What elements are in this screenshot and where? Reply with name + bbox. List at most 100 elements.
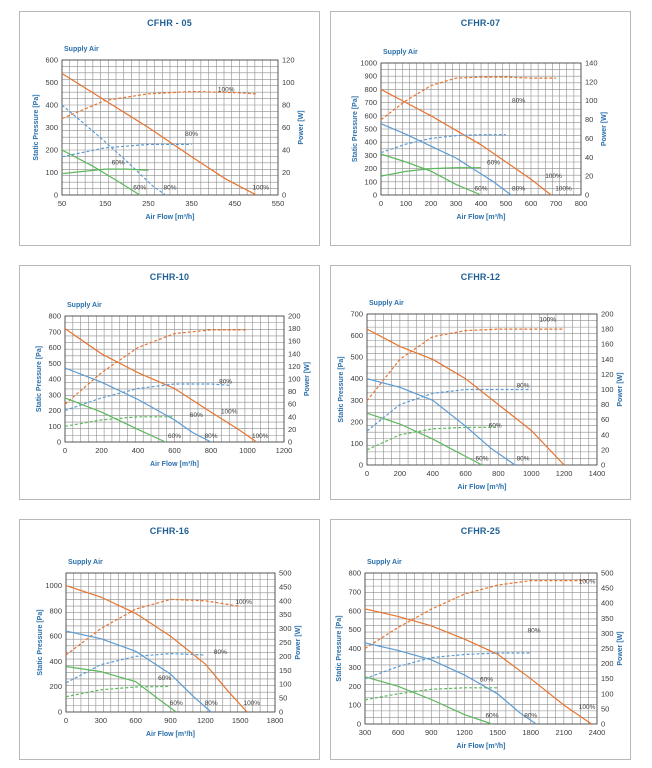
y-tick-label: 300 — [364, 151, 377, 160]
y-tick-label: 700 — [48, 327, 61, 336]
series-line — [380, 88, 552, 196]
y-tick-label: 0 — [373, 191, 377, 200]
y-tick-label: 200 — [348, 682, 361, 691]
y-tick-label: 200 — [364, 164, 377, 173]
series-line — [65, 585, 248, 713]
y2-tick-label: 140 — [601, 355, 614, 364]
x-tick-label: 550 — [272, 199, 285, 208]
series-label: 80% — [517, 456, 530, 463]
chart-panel-cfhr-10: CFHR-10 Supply Air 0 200 400 600 800 1000 1200 0… — [19, 265, 320, 500]
series-label: 80% — [512, 185, 525, 192]
series-line — [65, 685, 171, 698]
x-tick-label: 1200 — [456, 728, 473, 737]
y-tick-label: 100 — [350, 439, 363, 448]
series-line — [61, 72, 257, 196]
y2-axis-label: Power [W] — [601, 112, 608, 146]
y2-tick-label: 180 — [601, 325, 614, 334]
y-tick-label: 100 — [364, 177, 377, 186]
y2-tick-label: 0 — [279, 708, 283, 717]
x-tick-label: 600 — [525, 199, 538, 208]
y2-tick-label: 120 — [585, 77, 598, 86]
chart-subtitle: Supply Air — [68, 559, 103, 566]
x-tick-label: 800 — [492, 469, 505, 478]
x-tick-label: 1500 — [232, 716, 249, 725]
series-label: 100% — [579, 704, 596, 711]
series-label: 80% — [524, 712, 537, 719]
x-tick-label: 350 — [185, 199, 198, 208]
x-tick-label: 600 — [129, 716, 142, 725]
x-tick-label: 200 — [394, 469, 407, 478]
y2-tick-label: 250 — [279, 638, 292, 647]
series-label: 100% — [555, 185, 572, 192]
x-axis-label: Air Flow [m³/h] — [150, 461, 199, 468]
series-line — [64, 383, 230, 412]
y2-tick-label: 200 — [601, 659, 614, 668]
y-tick-label: 400 — [49, 657, 62, 666]
chart-subtitle: Supply Air — [369, 300, 404, 307]
y2-tick-label: 450 — [279, 582, 292, 591]
series-label: 100% — [252, 184, 269, 191]
y2-tick-label: 40 — [585, 153, 593, 162]
y2-tick-label: 150 — [279, 666, 292, 675]
y-tick-label: 200 — [48, 406, 61, 415]
y2-tick-label: 0 — [601, 461, 605, 470]
y-tick-label: 0 — [54, 191, 58, 200]
y-tick-label: 600 — [48, 343, 61, 352]
grid — [64, 315, 285, 443]
x-tick-label: 1200 — [276, 446, 293, 455]
x-tick-label: 800 — [575, 199, 588, 208]
series-label: 80% — [185, 131, 198, 138]
y2-tick-label: 120 — [601, 370, 614, 379]
y-tick-label: 500 — [364, 125, 377, 134]
series-label: 80% — [528, 627, 541, 634]
series-label: 100% — [243, 700, 260, 707]
series-label: 60% — [489, 422, 502, 429]
y2-tick-label: 80 — [601, 400, 609, 409]
x-tick-label: 700 — [550, 199, 563, 208]
series-label: 60% — [170, 700, 183, 707]
y-axis-label: Static Pressure [Pa] — [338, 356, 345, 422]
y-axis-label: Static Pressure [Pa] — [36, 346, 43, 412]
y2-tick-label: 40 — [288, 412, 296, 421]
series-label: 60% — [133, 184, 146, 191]
series-label: 100% — [539, 317, 556, 324]
y2-tick-label: 200 — [601, 310, 614, 319]
x-tick-label: 200 — [95, 446, 108, 455]
x-tick-label: 0 — [365, 469, 369, 478]
grid — [380, 62, 582, 196]
series-line — [364, 652, 531, 680]
y2-tick-label: 40 — [601, 430, 609, 439]
chart-panel-cfhr-12: CFHR-12 Supply Air 0 200 400 600 800 1000 1200 1… — [330, 265, 631, 500]
series-line — [364, 642, 537, 725]
y2-tick-label: 200 — [279, 652, 292, 661]
series-label: 80% — [204, 433, 217, 440]
y2-tick-label: 20 — [282, 168, 290, 177]
y-tick-label: 500 — [48, 359, 61, 368]
y-tick-label: 100 — [348, 701, 361, 710]
y2-tick-label: 150 — [601, 674, 614, 683]
series-line — [366, 328, 565, 402]
y2-tick-label: 120 — [282, 56, 295, 65]
y-tick-label: 600 — [364, 111, 377, 120]
x-tick-label: 800 — [205, 446, 218, 455]
y2-tick-label: 20 — [288, 425, 296, 434]
series-line — [364, 676, 493, 725]
series-label: 100% — [579, 578, 596, 585]
y2-tick-label: 100 — [601, 385, 614, 394]
y2-tick-label: 60 — [601, 415, 609, 424]
x-tick-label: 1200 — [556, 469, 573, 478]
series-line — [364, 579, 586, 650]
series-label: 80% — [163, 184, 176, 191]
series-line — [64, 329, 248, 405]
series-line — [61, 143, 192, 158]
y-tick-label: 300 — [348, 663, 361, 672]
x-tick-label: 100 — [400, 199, 413, 208]
y-tick-label: 300 — [48, 390, 61, 399]
x-tick-label: 400 — [426, 469, 439, 478]
series-label: 60% — [474, 185, 487, 192]
y2-tick-label: 140 — [585, 59, 598, 68]
y-tick-label: 800 — [49, 606, 62, 615]
series-line — [366, 412, 483, 466]
y2-tick-label: 20 — [585, 172, 593, 181]
